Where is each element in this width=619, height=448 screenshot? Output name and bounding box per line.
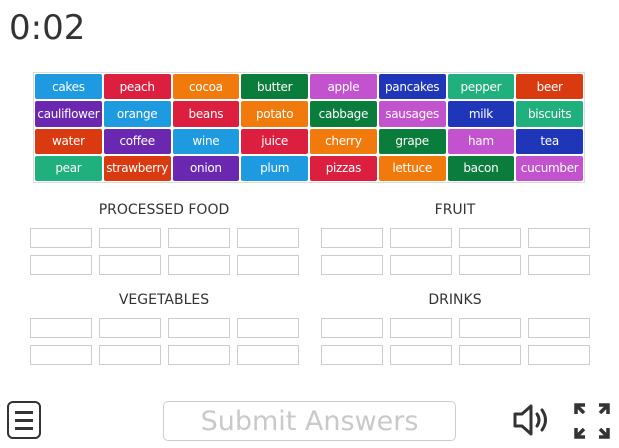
drop-slot[interactable]	[528, 255, 590, 275]
drop-slots	[321, 228, 590, 275]
drop-slot[interactable]	[237, 318, 299, 338]
drop-slot[interactable]	[459, 318, 521, 338]
submit-answers-button[interactable]: Submit Answers	[163, 401, 456, 441]
drop-slot[interactable]	[30, 345, 92, 365]
category-vegetables: VEGETABLES	[30, 290, 299, 365]
drop-slot[interactable]	[459, 255, 521, 275]
word-tile[interactable]: biscuits	[516, 101, 583, 127]
drop-slot[interactable]	[459, 228, 521, 248]
word-bank: cakes peach cocoa butter apple pancakes pepper…	[33, 72, 585, 183]
word-tile[interactable]: beer	[516, 74, 583, 100]
word-tile[interactable]: cherry	[310, 128, 377, 154]
sound-button[interactable]	[512, 402, 552, 442]
word-tile[interactable]: pizzas	[310, 155, 377, 181]
timer: 0:02	[9, 8, 86, 48]
word-tile[interactable]: potato	[241, 101, 308, 127]
word-tile[interactable]: cakes	[35, 74, 102, 100]
drop-slot[interactable]	[30, 255, 92, 275]
word-tile[interactable]: juice	[241, 128, 308, 154]
speaker-icon	[513, 404, 547, 436]
menu-button[interactable]	[7, 401, 41, 439]
drop-slot[interactable]	[528, 318, 590, 338]
drop-slot[interactable]	[237, 345, 299, 365]
drop-slot[interactable]	[99, 228, 161, 248]
word-tile[interactable]: pepper	[447, 74, 515, 100]
drop-slot[interactable]	[321, 318, 383, 338]
word-tile[interactable]: beans	[172, 101, 240, 127]
category-drinks: DRINKS	[321, 290, 590, 365]
drop-slot[interactable]	[390, 318, 452, 338]
category-title: VEGETABLES	[118, 292, 210, 308]
word-tile[interactable]: butter	[241, 74, 308, 100]
word-tile[interactable]: cucumber	[516, 155, 583, 181]
word-tile[interactable]: water	[35, 128, 102, 154]
drop-slot[interactable]	[390, 345, 452, 365]
drop-slots	[30, 228, 299, 275]
word-tile[interactable]: plum	[241, 155, 308, 181]
word-tile[interactable]: strawberry	[103, 155, 171, 181]
category-title: PROCESSED FOOD	[98, 202, 230, 218]
word-tile[interactable]: cauliflower	[35, 101, 102, 127]
word-tile[interactable]: wine	[172, 128, 240, 154]
drop-slot[interactable]	[321, 345, 383, 365]
drop-slot[interactable]	[390, 228, 452, 248]
drop-slot[interactable]	[321, 228, 383, 248]
drop-slot[interactable]	[237, 255, 299, 275]
word-tile[interactable]: onion	[172, 155, 240, 181]
drop-slot[interactable]	[168, 255, 230, 275]
drop-slot[interactable]	[237, 228, 299, 248]
category-processed-food: PROCESSED FOOD	[30, 200, 299, 275]
word-tile[interactable]: sausages	[378, 101, 446, 127]
fullscreen-icon	[574, 403, 610, 439]
word-tile[interactable]: orange	[103, 101, 171, 127]
word-tile[interactable]: cabbage	[310, 101, 377, 127]
word-tile[interactable]: bacon	[447, 155, 515, 181]
word-tile[interactable]: ham	[447, 128, 515, 154]
category-title: FRUIT	[434, 202, 476, 218]
drop-slot[interactable]	[528, 345, 590, 365]
category-fruit: FRUIT	[321, 200, 590, 275]
drop-slot[interactable]	[99, 345, 161, 365]
drop-slot[interactable]	[168, 345, 230, 365]
category-title: DRINKS	[428, 292, 482, 308]
word-tile[interactable]: coffee	[103, 128, 171, 154]
word-tile[interactable]: peach	[103, 74, 171, 100]
drop-slot[interactable]	[99, 318, 161, 338]
word-tile[interactable]: lettuce	[378, 155, 446, 181]
word-tile[interactable]: tea	[516, 128, 583, 154]
drop-slots	[321, 318, 590, 365]
drop-slot[interactable]	[168, 318, 230, 338]
word-tile[interactable]: grape	[378, 128, 446, 154]
drop-slot[interactable]	[459, 345, 521, 365]
drop-slot[interactable]	[168, 228, 230, 248]
drop-slot[interactable]	[30, 318, 92, 338]
drop-slot[interactable]	[390, 255, 452, 275]
word-tile[interactable]: milk	[447, 101, 515, 127]
drop-slot[interactable]	[321, 255, 383, 275]
drop-slot[interactable]	[99, 255, 161, 275]
fullscreen-button[interactable]	[573, 402, 611, 444]
word-tile[interactable]: apple	[310, 74, 377, 100]
drop-slot[interactable]	[30, 228, 92, 248]
drop-slots	[30, 318, 299, 365]
drop-slot[interactable]	[528, 228, 590, 248]
word-tile[interactable]: pear	[35, 155, 102, 181]
word-tile[interactable]: cocoa	[172, 74, 240, 100]
word-tile[interactable]: pancakes	[378, 74, 446, 100]
menu-icon	[15, 410, 33, 414]
